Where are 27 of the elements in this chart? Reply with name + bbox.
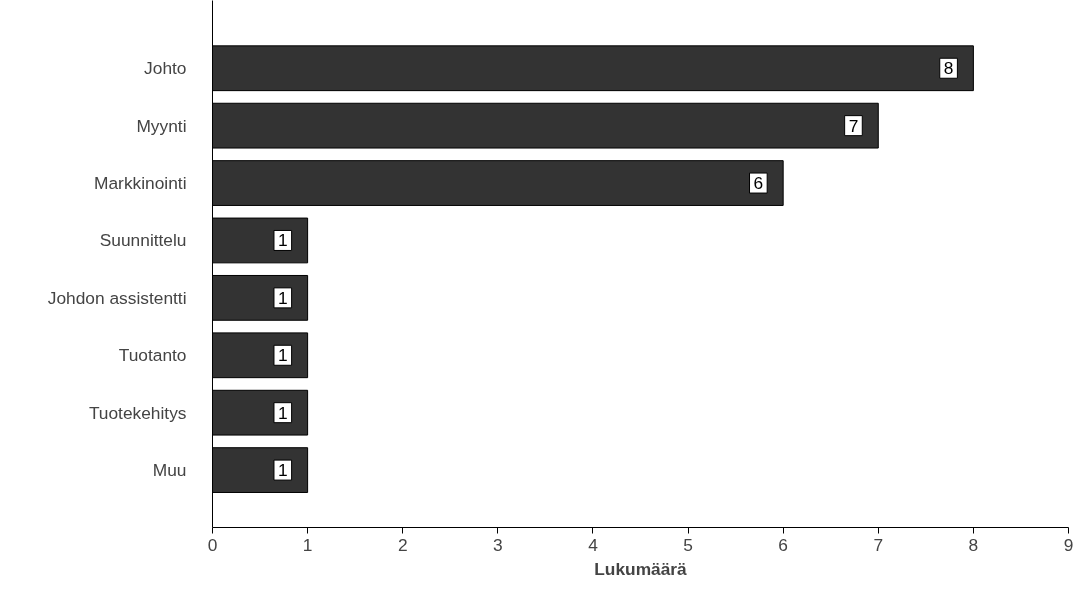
data-label: 1 xyxy=(277,345,288,366)
x-tick-label: 5 xyxy=(683,534,693,555)
x-tick-label: 6 xyxy=(778,534,788,555)
y-tick-label: Markkinointi xyxy=(94,173,187,194)
x-tick-label: 1 xyxy=(302,534,313,555)
x-tick-label: 8 xyxy=(968,534,979,555)
data-label: 1 xyxy=(277,402,288,423)
y-tick-label: Johto xyxy=(144,58,187,79)
x-tick-label: 7 xyxy=(873,534,884,555)
x-tick-label: 9 xyxy=(1063,534,1074,555)
y-tick-label: Tuotekehitys xyxy=(88,402,187,423)
data-label: 8 xyxy=(943,58,954,79)
x-tick-label: 0 xyxy=(207,534,218,555)
x-tick-label: 2 xyxy=(397,534,408,555)
data-label: 1 xyxy=(277,230,288,251)
data-label: 1 xyxy=(277,460,288,481)
x-axis-title: Lukumäärä xyxy=(594,558,688,579)
y-tick-label: Muu xyxy=(152,460,187,481)
data-label: 1 xyxy=(277,287,288,308)
x-tick-label: 3 xyxy=(493,534,503,555)
y-tick-label: Johdon assistentti xyxy=(47,287,187,308)
x-tick-label: 4 xyxy=(588,534,599,555)
y-tick-label: Suunnittelu xyxy=(99,230,187,251)
y-tick-label: Tuotanto xyxy=(118,345,187,366)
data-label: 7 xyxy=(848,115,859,136)
y-tick-label: Myynti xyxy=(136,115,187,136)
data-label: 6 xyxy=(753,173,764,194)
